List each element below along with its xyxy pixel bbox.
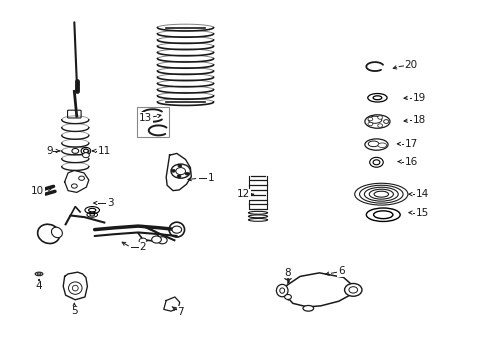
Text: 19: 19: [412, 93, 425, 103]
Circle shape: [151, 236, 161, 243]
Text: 2: 2: [140, 242, 146, 252]
Circle shape: [367, 122, 372, 126]
Text: 9: 9: [46, 146, 52, 156]
Circle shape: [178, 165, 182, 167]
Text: 5: 5: [71, 306, 78, 316]
Text: 16: 16: [404, 157, 417, 167]
Ellipse shape: [276, 284, 287, 297]
Polygon shape: [63, 272, 87, 300]
Text: 15: 15: [415, 208, 428, 217]
Circle shape: [157, 237, 167, 244]
Circle shape: [367, 117, 372, 121]
Text: 12: 12: [236, 189, 250, 199]
Ellipse shape: [68, 282, 82, 294]
Text: 13: 13: [139, 113, 152, 123]
Circle shape: [185, 172, 188, 175]
Text: 11: 11: [98, 146, 111, 156]
Text: 14: 14: [415, 189, 428, 199]
Text: 7: 7: [177, 307, 183, 317]
Text: 6: 6: [337, 266, 344, 276]
Ellipse shape: [303, 306, 313, 311]
Circle shape: [172, 226, 181, 233]
Circle shape: [176, 168, 185, 175]
Polygon shape: [163, 297, 180, 311]
Circle shape: [171, 164, 190, 178]
Circle shape: [377, 124, 382, 127]
Circle shape: [171, 170, 175, 172]
Circle shape: [383, 120, 388, 123]
Ellipse shape: [364, 115, 389, 128]
Ellipse shape: [364, 139, 387, 150]
Text: 4: 4: [36, 281, 42, 291]
Circle shape: [383, 120, 388, 123]
Circle shape: [177, 175, 181, 178]
Text: 17: 17: [404, 139, 417, 149]
Circle shape: [139, 238, 146, 244]
Circle shape: [377, 116, 382, 119]
Circle shape: [344, 283, 361, 296]
Circle shape: [284, 294, 291, 300]
Circle shape: [72, 148, 79, 153]
Text: 8: 8: [284, 268, 291, 278]
Text: 10: 10: [31, 186, 44, 195]
Ellipse shape: [377, 143, 386, 148]
Text: 3: 3: [106, 198, 113, 208]
Circle shape: [284, 275, 291, 280]
Ellipse shape: [35, 272, 43, 276]
Circle shape: [82, 153, 89, 158]
Polygon shape: [166, 153, 191, 191]
Text: 1: 1: [207, 173, 214, 183]
Ellipse shape: [51, 227, 62, 238]
Polygon shape: [64, 170, 89, 192]
Text: 18: 18: [412, 116, 425, 125]
Polygon shape: [280, 273, 355, 307]
Text: 20: 20: [404, 60, 417, 70]
